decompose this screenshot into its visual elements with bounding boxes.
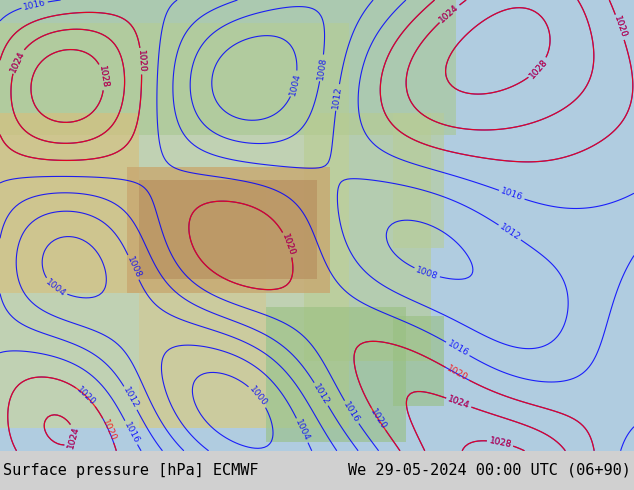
Text: 1020: 1020	[136, 49, 146, 73]
Text: 1020: 1020	[612, 15, 628, 40]
Bar	[393, 113, 444, 248]
Bar	[393, 316, 444, 406]
Text: 1016: 1016	[446, 339, 470, 359]
Text: Surface pressure [hPa] ECMWF: Surface pressure [hPa] ECMWF	[3, 463, 259, 478]
Text: 1024: 1024	[8, 49, 26, 74]
Text: 1024: 1024	[446, 394, 471, 411]
Text: 1028: 1028	[527, 57, 550, 80]
Text: 1012: 1012	[311, 382, 331, 406]
Text: 1024: 1024	[437, 3, 461, 25]
Text: 1012: 1012	[498, 222, 522, 243]
Text: We 29-05-2024 00:00 UTC (06+90): We 29-05-2024 00:00 UTC (06+90)	[348, 463, 631, 478]
Bar	[304, 113, 431, 361]
Text: 1020: 1020	[136, 49, 146, 73]
Bar	[266, 307, 406, 442]
Text: 1020: 1020	[445, 365, 469, 383]
Text: 1016: 1016	[342, 400, 361, 424]
Bar	[0, 23, 349, 428]
Text: 1024: 1024	[437, 3, 461, 25]
Bar	[139, 180, 266, 428]
Text: 1028: 1028	[488, 436, 512, 449]
Text: 1024: 1024	[67, 425, 81, 449]
Text: 1008: 1008	[415, 265, 439, 281]
Text: 1020: 1020	[100, 418, 117, 442]
Text: 1024: 1024	[67, 425, 81, 449]
Text: 1008: 1008	[125, 255, 142, 280]
Text: 1016: 1016	[22, 0, 47, 12]
Text: 1020: 1020	[612, 15, 628, 40]
Text: 1020: 1020	[368, 407, 388, 431]
Bar	[0, 113, 139, 293]
Text: 1028: 1028	[527, 57, 550, 80]
Text: 1020: 1020	[75, 385, 98, 408]
Text: 1028: 1028	[97, 65, 110, 89]
Text: 1024: 1024	[446, 394, 471, 411]
Text: 1024: 1024	[8, 49, 26, 74]
Bar	[127, 167, 330, 293]
Text: 1012: 1012	[332, 85, 344, 109]
Text: 1008: 1008	[316, 56, 328, 80]
Text: 1012: 1012	[121, 386, 140, 410]
Text: 1016: 1016	[500, 187, 524, 203]
Text: 1004: 1004	[294, 418, 311, 442]
Bar	[0, 0, 456, 135]
Text: 1004: 1004	[44, 277, 67, 298]
Text: 1004: 1004	[288, 72, 302, 96]
Text: 1000: 1000	[247, 385, 269, 408]
Text: 1028: 1028	[488, 436, 512, 449]
Text: 1020: 1020	[280, 232, 296, 257]
Bar	[139, 180, 317, 279]
Text: 1028: 1028	[97, 65, 110, 89]
Text: 1016: 1016	[122, 420, 141, 445]
Text: 1020: 1020	[280, 232, 296, 257]
